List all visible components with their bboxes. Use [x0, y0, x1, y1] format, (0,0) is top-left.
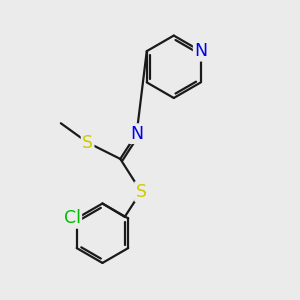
Text: N: N	[130, 125, 143, 143]
Text: S: S	[82, 134, 93, 152]
Text: S: S	[136, 183, 147, 201]
Text: N: N	[194, 42, 207, 60]
Text: Cl: Cl	[64, 209, 81, 227]
